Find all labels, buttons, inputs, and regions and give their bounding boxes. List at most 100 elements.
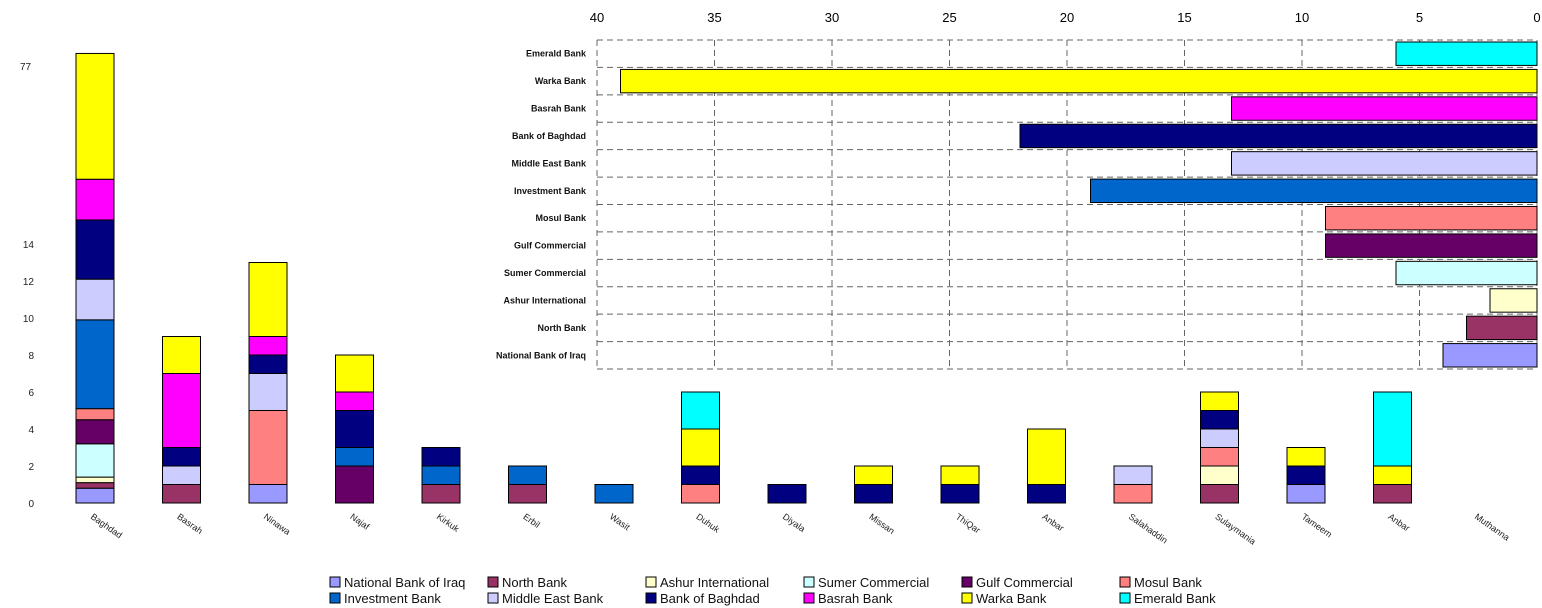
- legend-label: Emerald Bank: [1134, 591, 1216, 606]
- bar-baghdad-warka-bank: [75, 52, 115, 180]
- y-tick-label: Middle East Bank: [511, 158, 587, 168]
- bar-najaf-gulf-commercial: [335, 465, 374, 504]
- legend-swatch-national-bank-of-iraq: [329, 576, 341, 588]
- y-tick-label: Emerald Bank: [526, 49, 587, 59]
- bar-ninawa-warka-bank: [248, 262, 288, 337]
- y-tick-label: National Bank of Iraq: [496, 350, 586, 360]
- bar-anbar-warka-bank: [1027, 428, 1066, 485]
- x-tick-label: Wasit: [608, 511, 632, 532]
- legend-label: Mosul Bank: [1134, 575, 1202, 590]
- bar-basrah-warka-bank: [162, 336, 201, 374]
- y-tick-label: 2: [28, 462, 34, 473]
- bar-tameem-bank-of-baghdad: [1286, 465, 1326, 485]
- legend-label: Middle East Bank: [502, 591, 604, 606]
- hbar-gulf-commercial: [1325, 233, 1538, 258]
- legend-swatch-mosul-bank: [1119, 576, 1131, 588]
- x-tick-label: Basrah: [175, 511, 204, 536]
- legend-label: North Bank: [502, 575, 568, 590]
- bar-anbar-north-bank: [1373, 484, 1412, 504]
- legend-label: Gulf Commercial: [976, 575, 1073, 590]
- legend-label: Basrah Bank: [818, 591, 893, 606]
- bar-ninawa-basrah-bank: [248, 336, 288, 356]
- x-tick-label: Erbil: [521, 511, 541, 530]
- bar-salahaddin-middle-east-bank: [1113, 465, 1153, 485]
- y-tick-label: Warka Bank: [535, 76, 587, 86]
- bar-anbar-emerald-bank: [1373, 391, 1412, 467]
- y-tick-label: Sumer Commercial: [504, 268, 586, 278]
- legend-swatch-basrah-bank: [803, 592, 815, 604]
- bar-baghdad-north-bank: [75, 482, 115, 489]
- legend-swatch-middle-east-bank: [487, 592, 499, 604]
- legend-label: Sumer Commercial: [818, 575, 929, 590]
- x-tick-label: Tameem: [1300, 511, 1334, 539]
- x-tick-label: Anbar: [1386, 511, 1411, 533]
- y-tick-label: Investment Bank: [514, 186, 587, 196]
- bar-basrah-north-bank: [162, 484, 201, 504]
- bar-thiqar-warka-bank: [940, 465, 980, 485]
- bar-missan-warka-bank: [854, 465, 893, 485]
- x-tick-label: 0: [1533, 10, 1540, 25]
- bar-tameem-national-bank-of-iraq: [1286, 484, 1326, 504]
- hbar-warka-bank: [620, 68, 1538, 94]
- bar-sulaymania-north-bank: [1200, 484, 1239, 504]
- legend-swatch-warka-bank: [961, 592, 973, 604]
- x-tick-label: Duhuk: [694, 511, 721, 534]
- legend-swatch-ashur-international: [645, 576, 657, 588]
- y-tick-label: 12: [23, 277, 35, 288]
- bar-kirkuk-investment-bank: [421, 465, 461, 485]
- x-tick-label: Kirkuk: [435, 511, 462, 534]
- bar-sulaymania-bank-of-baghdad: [1200, 410, 1239, 430]
- bar-salahaddin-mosul-bank: [1113, 484, 1153, 504]
- bar-sulaymania-mosul-bank: [1200, 447, 1239, 467]
- bar-wasit-investment-bank: [594, 484, 634, 504]
- bar-anbar-bank-of-baghdad: [1027, 484, 1066, 504]
- hbar-middle-east-bank: [1231, 151, 1538, 176]
- y-tick-label: 14: [23, 240, 35, 251]
- x-tick-label: 30: [825, 10, 839, 25]
- bar-baghdad-investment-bank: [75, 319, 115, 410]
- y-tick-label: Bank of Baghdad: [512, 131, 586, 141]
- bar-basrah-bank-of-baghdad: [162, 447, 201, 467]
- x-tick-label: Salahaddin: [1127, 511, 1170, 545]
- y-tick-label: 4: [28, 425, 34, 436]
- y-tick-label: 6: [28, 388, 34, 399]
- bar-baghdad-middle-east-bank: [75, 278, 115, 321]
- bar-duhuk-bank-of-baghdad: [681, 465, 720, 485]
- legend-label: Warka Bank: [976, 591, 1047, 606]
- legend-label: Bank of Baghdad: [660, 591, 760, 606]
- bar-baghdad-bank-of-baghdad: [75, 219, 115, 280]
- bar-ninawa-middle-east-bank: [248, 373, 288, 411]
- y-tick-label: Mosul Bank: [535, 213, 587, 223]
- bar-baghdad-ashur-international: [75, 476, 115, 484]
- stacked-bar-chart: 0 2 4 6 8 10 12 14 Baghdad Basrah Ninawa Najaf Kirku…: [23, 52, 1511, 547]
- bar-sulaymania-warka-bank: [1200, 391, 1239, 411]
- bar-erbil-north-bank: [508, 484, 547, 504]
- chart-legend: National Bank of Iraq North Bank Ashur Int…: [329, 575, 1216, 606]
- x-tick-label: Sulaymania: [1213, 511, 1257, 546]
- hbar-north-bank: [1466, 315, 1538, 341]
- hbar-emerald-bank: [1395, 41, 1538, 66]
- horizontal-bar-chart: 40 35 30 25 20 15 10 5 0 Emerald Bank Warka Bank Ba…: [496, 10, 1541, 370]
- y-tick-label: Basrah Bank: [531, 104, 587, 114]
- legend-swatch-sumer-commercial: [803, 576, 815, 588]
- hbar-mosul-bank: [1325, 206, 1538, 231]
- hbar-bank-of-baghdad: [1019, 123, 1538, 149]
- bar-ninawa-bank-of-baghdad: [248, 354, 288, 374]
- bar-baghdad-basrah-bank: [75, 178, 115, 221]
- bar-najaf-basrah-bank: [335, 391, 374, 411]
- hbar-ashur-international: [1489, 288, 1538, 313]
- bar-najaf-bank-of-baghdad: [335, 410, 374, 448]
- legend-swatch-emerald-bank: [1119, 592, 1131, 604]
- x-tick-label: Najaf: [348, 511, 371, 532]
- x-tick-label: 25: [942, 10, 956, 25]
- hbar-national-bank-of-iraq: [1442, 343, 1538, 368]
- bar-najaf-warka-bank: [335, 354, 374, 393]
- bar-najaf-investment-bank: [335, 447, 374, 467]
- legend-swatch-north-bank: [487, 576, 499, 588]
- hbar-investment-bank: [1090, 178, 1538, 203]
- bar-thiqar-bank-of-baghdad: [940, 484, 980, 504]
- bar-sulaymania-ashur-international: [1200, 465, 1239, 485]
- y-tick-label: 0: [28, 499, 34, 510]
- y-tick-label: North Bank: [537, 323, 586, 333]
